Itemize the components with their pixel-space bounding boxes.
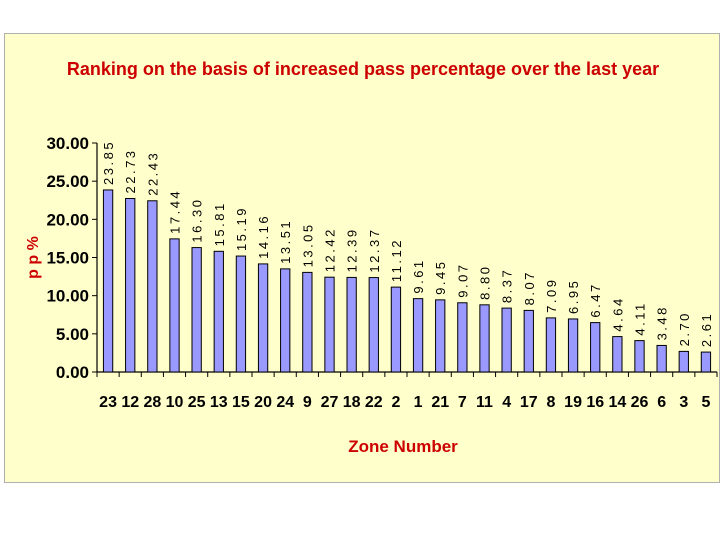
x-tick-label: 13 xyxy=(210,394,228,411)
bar xyxy=(191,247,202,373)
x-tick-label: 9 xyxy=(303,394,312,411)
data-label: 4.11 xyxy=(633,301,648,335)
x-tick-label: 14 xyxy=(608,394,626,411)
x-tick-label: 3 xyxy=(679,394,688,411)
bar xyxy=(656,344,667,373)
bar xyxy=(147,200,158,373)
bar xyxy=(213,250,224,373)
x-tick-label: 24 xyxy=(276,394,294,411)
bar xyxy=(590,322,601,373)
data-label: 2.70 xyxy=(677,311,692,346)
data-label: 23.85 xyxy=(101,140,116,185)
plot-area: 0.005.0010.0015.0020.0025.0030.002323.85… xyxy=(46,134,718,411)
bar xyxy=(346,276,357,373)
x-tick-label: 4 xyxy=(502,394,511,411)
x-tick-label: 19 xyxy=(564,394,582,411)
y-axis-label: p p % xyxy=(25,236,42,279)
x-tick-label: 20 xyxy=(254,394,272,411)
x-tick-label: 15 xyxy=(232,394,250,411)
x-tick-label: 11 xyxy=(476,394,493,411)
bar xyxy=(612,336,623,373)
x-tick-label: 7 xyxy=(458,394,467,411)
x-tick-label: 26 xyxy=(631,394,649,411)
data-label: 12.42 xyxy=(323,227,338,272)
x-tick-label: 21 xyxy=(431,394,449,411)
y-tick-label: 25.00 xyxy=(46,172,89,191)
data-label: 12.37 xyxy=(367,228,382,273)
data-label: 11.12 xyxy=(389,238,404,282)
bar-chart: Ranking on the basis of increased pass p… xyxy=(25,59,718,456)
data-label: 4.64 xyxy=(610,296,625,331)
data-label: 3.48 xyxy=(655,305,670,340)
x-tick-label: 8 xyxy=(546,394,555,411)
data-label: 2.61 xyxy=(699,312,714,347)
data-label: 6.47 xyxy=(588,282,603,317)
bar xyxy=(125,197,136,373)
bar xyxy=(412,298,424,373)
bar xyxy=(368,277,379,373)
y-tick-label: 15.00 xyxy=(46,249,89,268)
y-tick-label: 0.00 xyxy=(56,363,89,382)
bar xyxy=(169,238,180,373)
bar xyxy=(235,255,247,373)
bar xyxy=(257,263,269,373)
bar xyxy=(545,317,557,373)
bar xyxy=(567,318,579,373)
data-label: 22.43 xyxy=(145,151,160,196)
bar xyxy=(302,271,313,373)
y-tick-label: 30.00 xyxy=(46,134,89,153)
data-label: 15.19 xyxy=(234,206,249,251)
data-label: 9.61 xyxy=(411,258,426,293)
y-tick-label: 10.00 xyxy=(46,287,89,306)
chart-title: Ranking on the basis of increased pass p… xyxy=(67,59,659,79)
bar xyxy=(479,304,490,373)
x-tick-label: 28 xyxy=(143,394,161,411)
x-tick-label: 12 xyxy=(121,394,139,411)
data-label: 13.05 xyxy=(300,222,315,267)
x-tick-label: 2 xyxy=(391,394,400,411)
data-label: 16.30 xyxy=(190,198,205,243)
bar xyxy=(280,268,291,373)
x-tick-label: 6 xyxy=(657,394,666,411)
bar xyxy=(457,302,468,373)
data-label: 9.45 xyxy=(433,260,448,295)
bar xyxy=(634,340,645,373)
x-axis-label: Zone Number xyxy=(348,437,458,456)
data-label: 8.07 xyxy=(522,270,537,305)
bar xyxy=(435,299,446,373)
chart-area: Ranking on the basis of increased pass p… xyxy=(4,33,720,483)
data-label: 8.80 xyxy=(478,265,493,300)
bar xyxy=(324,276,335,373)
x-tick-label: 27 xyxy=(321,394,339,411)
bar xyxy=(678,350,689,373)
data-label: 13.51 xyxy=(278,219,293,264)
data-label: 14.16 xyxy=(256,214,271,259)
x-tick-label: 25 xyxy=(188,394,206,411)
data-label: 8.37 xyxy=(500,268,515,303)
y-tick-label: 20.00 xyxy=(46,210,89,229)
bar xyxy=(390,286,402,373)
data-label: 17.44 xyxy=(168,189,183,234)
x-tick-label: 16 xyxy=(586,394,604,411)
x-tick-label: 1 xyxy=(414,394,423,411)
data-label: 7.09 xyxy=(544,278,559,313)
x-tick-label: 5 xyxy=(701,394,710,411)
x-tick-label: 17 xyxy=(520,394,538,411)
data-label: 6.95 xyxy=(566,279,581,314)
x-tick-label: 10 xyxy=(166,394,184,411)
x-tick-label: 18 xyxy=(343,394,361,411)
x-tick-label: 23 xyxy=(99,394,117,411)
bar xyxy=(501,307,512,373)
data-label: 12.39 xyxy=(345,227,360,272)
bar xyxy=(700,351,712,373)
y-tick-label: 5.00 xyxy=(56,325,89,344)
bar xyxy=(523,309,534,373)
x-tick-label: 22 xyxy=(365,394,383,411)
data-label: 22.73 xyxy=(123,148,138,193)
bar xyxy=(102,189,114,373)
data-label: 15.81 xyxy=(212,201,227,246)
data-label: 9.07 xyxy=(455,262,470,297)
